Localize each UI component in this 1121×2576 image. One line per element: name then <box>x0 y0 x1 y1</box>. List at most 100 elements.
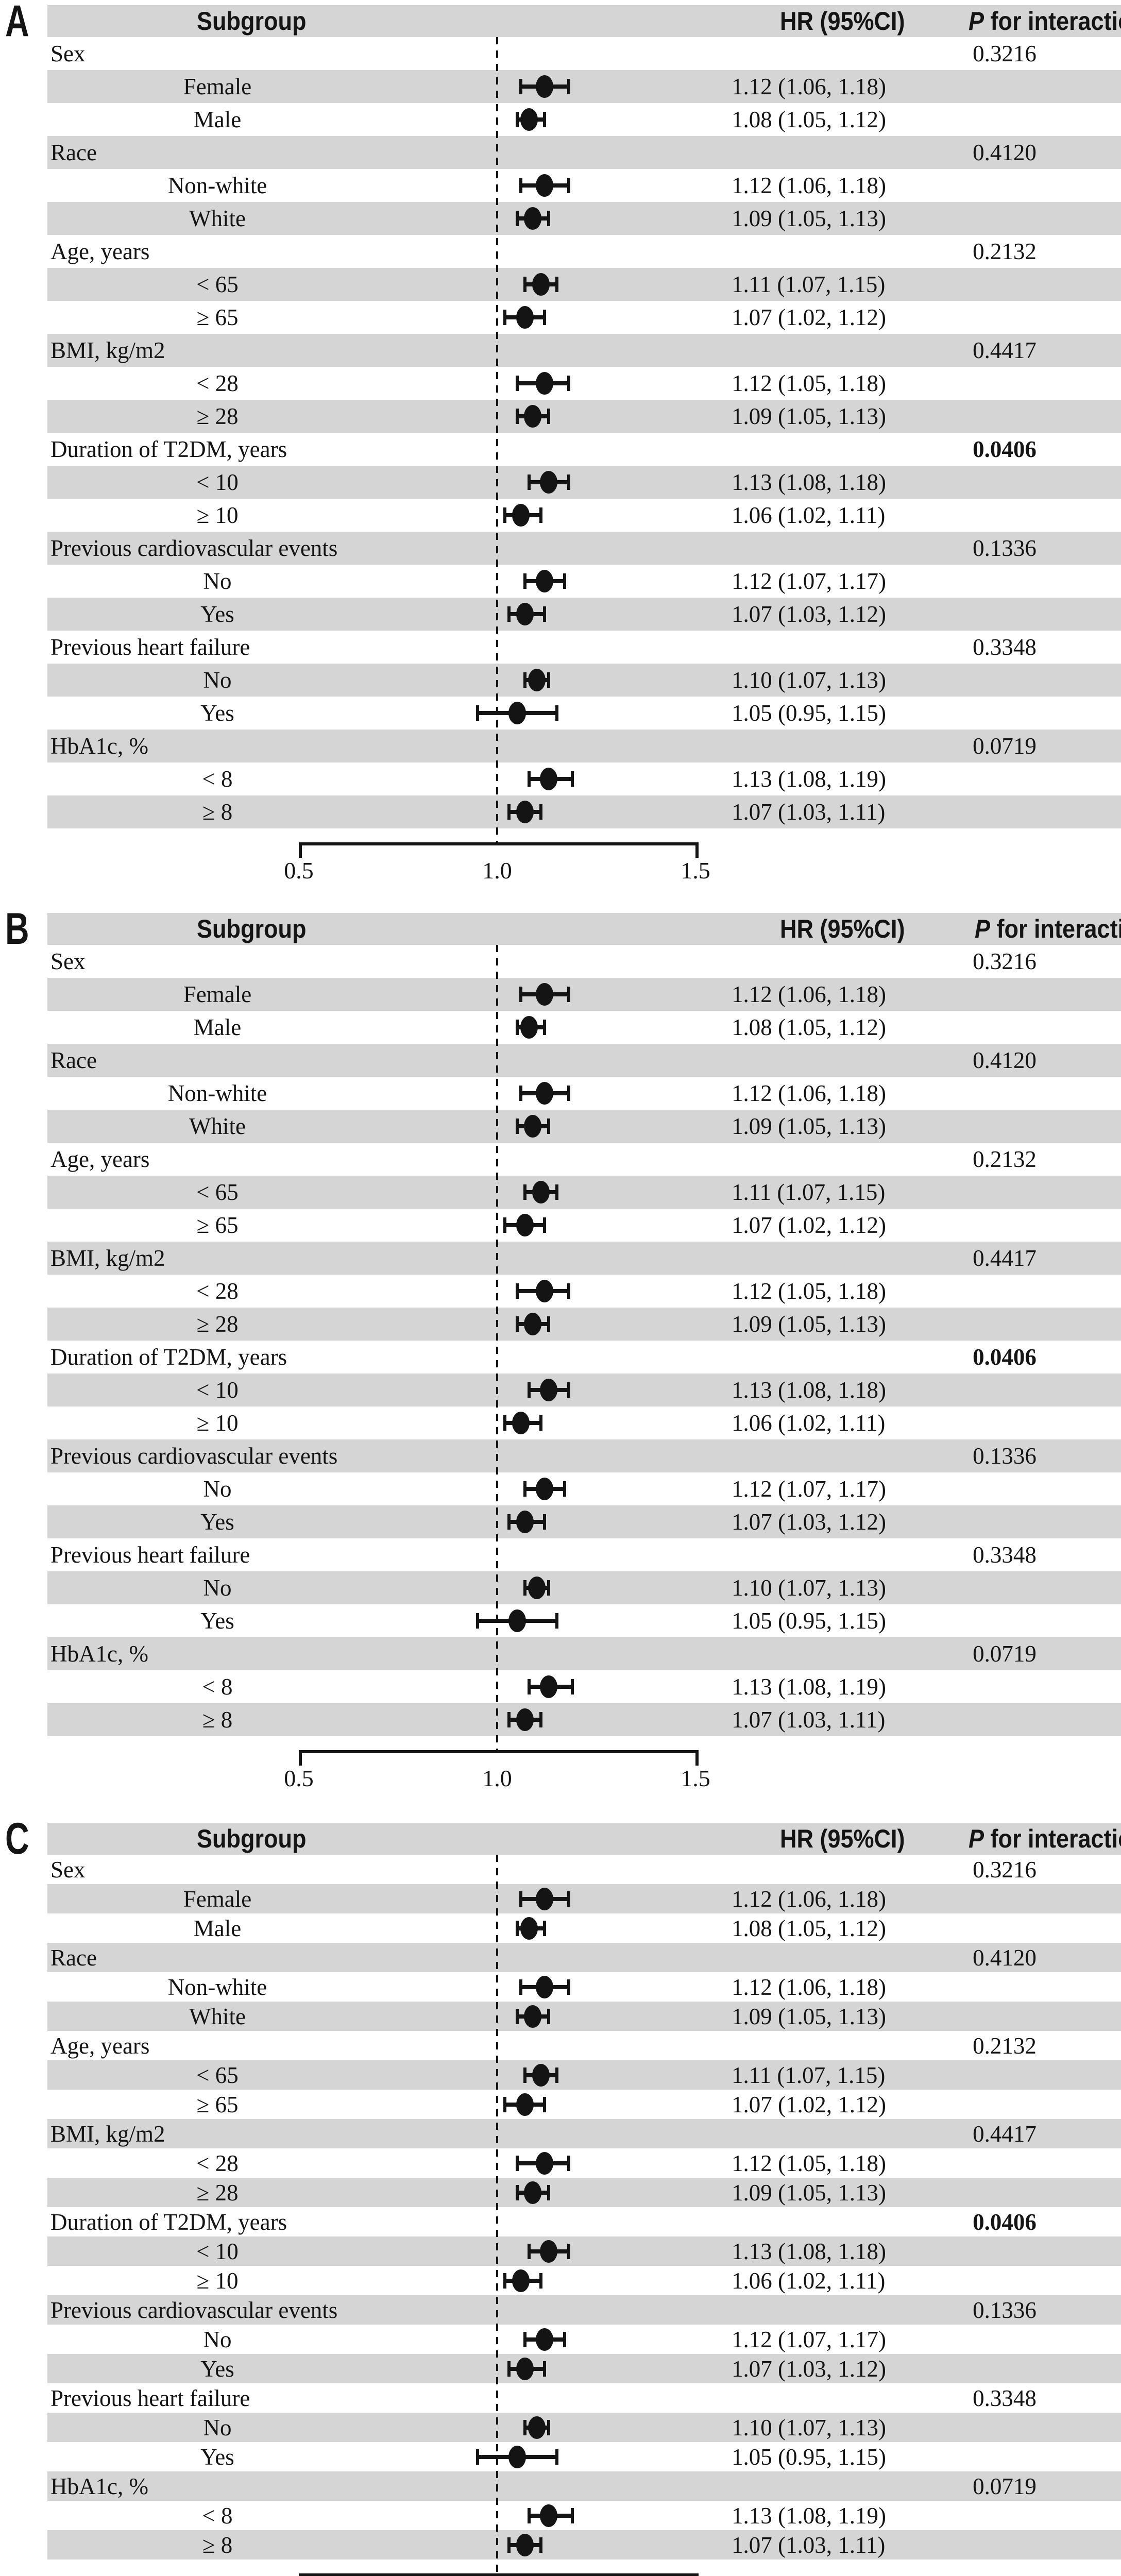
subgroup-item-row: ≥ 10 1.06 (1.02, 1.11) <box>0 1406 1121 1439</box>
hr-ci-text: 1.12 (1.07, 1.17) <box>732 1476 886 1502</box>
subgroup-item-label: Yes <box>200 601 234 627</box>
subgroup-item-row: ≥ 28 1.09 (1.05, 1.13) <box>0 1308 1121 1341</box>
row-shading-band <box>47 2119 1121 2148</box>
ci-cap-right <box>543 1920 547 1936</box>
row-shading-band <box>47 2530 1121 2560</box>
subgroup-item-row: < 65 1.11 (1.07, 1.15) <box>0 268 1121 301</box>
subgroup-item-row: Non-white 1.12 (1.06, 1.18) <box>0 169 1121 202</box>
x-axis-tick-label: 1.5 <box>681 857 710 884</box>
subgroup-item-row: Female 1.12 (1.06, 1.18) <box>0 70 1121 103</box>
subgroup-item-label: Yes <box>200 1509 234 1535</box>
row-shading-band <box>47 1571 1121 1604</box>
subgroup-item-row: White 1.09 (1.05, 1.13) <box>0 1110 1121 1143</box>
subgroup-name-label: Age, years <box>50 239 150 264</box>
column-header-p-interaction: P for interactio <box>975 914 1121 944</box>
hr-ci-text: 1.09 (1.05, 1.13) <box>732 206 886 231</box>
hr-ci-text: 1.13 (1.08, 1.18) <box>732 469 886 495</box>
hr-ci-text: 1.08 (1.05, 1.12) <box>732 1915 886 1941</box>
hr-ci-text: 1.07 (1.02, 1.12) <box>732 2091 886 2117</box>
subgroup-item-label: ≥ 28 <box>196 403 239 429</box>
ci-cap-left <box>503 1217 507 1233</box>
ci-cap-right <box>547 1580 551 1596</box>
row-shading-band <box>47 70 1121 103</box>
ci-cap-left <box>475 705 479 721</box>
subgroup-item-row: Yes 1.05 (0.95, 1.15) <box>0 2442 1121 2471</box>
hr-ci-text: 1.08 (1.05, 1.12) <box>732 107 886 132</box>
ci-cap-right <box>547 409 551 424</box>
subgroup-item-row: Female 1.12 (1.06, 1.18) <box>0 978 1121 1011</box>
p-interaction-value: 0.1336 <box>973 535 1037 561</box>
subgroup-header-row: Previous heart failure 0.3348 <box>0 631 1121 664</box>
subgroup-name-label: Previous heart failure <box>50 1542 250 1568</box>
hr-ci-text: 1.13 (1.08, 1.19) <box>732 766 886 792</box>
ci-cap-right <box>571 2507 574 2523</box>
ci-cap-right <box>567 2243 570 2259</box>
subgroup-name-label: Sex <box>50 948 86 974</box>
subgroup-item-row: ≥ 8 1.07 (1.03, 1.11) <box>0 1703 1121 1736</box>
ci-cap-right <box>543 2096 547 2112</box>
p-interaction-value: 0.2132 <box>973 2032 1037 2059</box>
subgroup-name-label: BMI, kg/m2 <box>50 1245 165 1271</box>
hr-ci-text: 1.05 (0.95, 1.15) <box>732 1608 886 1634</box>
ci-cap-right <box>539 1712 542 1727</box>
subgroup-item-label: ≥ 8 <box>202 799 233 825</box>
point-estimate-marker <box>524 405 542 428</box>
panel-C: C Subgroup HR (95%CI) P for interaction Sex 0… <box>0 1817 1121 2576</box>
p-interaction-value: 0.4120 <box>973 1047 1037 1073</box>
hr-ci-text: 1.13 (1.08, 1.18) <box>732 2238 886 2264</box>
p-symbol: P <box>969 7 984 36</box>
subgroup-item-row: < 10 1.13 (1.08, 1.18) <box>0 466 1121 499</box>
ci-cap-left <box>523 1184 526 1200</box>
subgroup-item-row: Male 1.08 (1.05, 1.12) <box>0 1913 1121 1943</box>
point-estimate-marker <box>536 1280 554 1302</box>
column-header-row: Subgroup HR (95%CI) P for interaction <box>47 5 1121 37</box>
ci-cap-right <box>543 606 547 622</box>
point-estimate-marker <box>516 801 534 823</box>
ci-cap-right <box>539 804 542 820</box>
row-shading-band <box>47 2471 1121 2501</box>
hr-ci-text: 1.12 (1.05, 1.18) <box>732 370 886 396</box>
subgroup-item-label: < 28 <box>196 370 239 396</box>
subgroup-item-label: Male <box>193 1915 242 1941</box>
ci-cap-right <box>543 310 547 325</box>
hr-ci-text: 1.09 (1.05, 1.13) <box>732 1113 886 1139</box>
hr-ci-text: 1.10 (1.07, 1.13) <box>732 2414 886 2441</box>
ci-cap-right <box>567 1382 570 1398</box>
subgroup-item-label: Non-white <box>167 1080 267 1106</box>
x-axis-end-tick-left <box>299 2573 302 2576</box>
ci-cap-left <box>519 1979 523 1995</box>
subgroup-item-label: ≥ 65 <box>196 2091 239 2117</box>
subgroup-item-label: White <box>189 206 246 231</box>
p-interaction-value: 0.3348 <box>973 634 1037 660</box>
panel-A: A Subgroup HR (95%CI) P for interaction Sex 0… <box>0 0 1121 899</box>
subgroup-header-row: Duration of T2DM, years 0.0406 <box>0 1341 1121 1374</box>
ci-cap-right <box>567 178 570 193</box>
row-shading-band <box>47 598 1121 631</box>
subgroup-item-row: Male 1.08 (1.05, 1.12) <box>0 103 1121 136</box>
row-shading-band <box>47 2295 1121 2325</box>
subgroup-item-row: ≥ 8 1.07 (1.03, 1.11) <box>0 795 1121 828</box>
subgroup-item-label: Yes <box>200 2355 234 2382</box>
ci-cap-left <box>515 112 519 127</box>
subgroup-header-row: Previous heart failure 0.3348 <box>0 1538 1121 1571</box>
ci-cap-right <box>567 1283 570 1299</box>
ci-cap-left <box>527 771 531 787</box>
p-interaction-value: 0.0406 <box>973 1344 1037 1370</box>
row-shading-band <box>47 2236 1121 2266</box>
subgroup-item-label: ≥ 10 <box>196 2267 239 2294</box>
p-interaction-value: 0.4120 <box>973 1944 1037 1971</box>
subgroup-item-label: < 65 <box>196 2062 239 2088</box>
ci-cap-left <box>523 277 526 292</box>
row-shading-band <box>47 1637 1121 1670</box>
x-axis-tick-label: 1.0 <box>482 1765 512 1791</box>
subgroup-item-row: No 1.12 (1.07, 1.17) <box>0 2325 1121 2354</box>
row-shading-band <box>47 2178 1121 2207</box>
row-shading-band <box>47 2354 1121 2383</box>
subgroup-item-row: No 1.12 (1.07, 1.17) <box>0 1472 1121 1505</box>
ci-cap-right <box>547 672 551 688</box>
row-shading-band <box>47 1308 1121 1341</box>
ci-cap-left <box>515 1283 519 1299</box>
ci-cap-right <box>555 1184 558 1200</box>
ci-cap-left <box>527 1382 531 1398</box>
point-estimate-marker <box>536 2151 554 2175</box>
